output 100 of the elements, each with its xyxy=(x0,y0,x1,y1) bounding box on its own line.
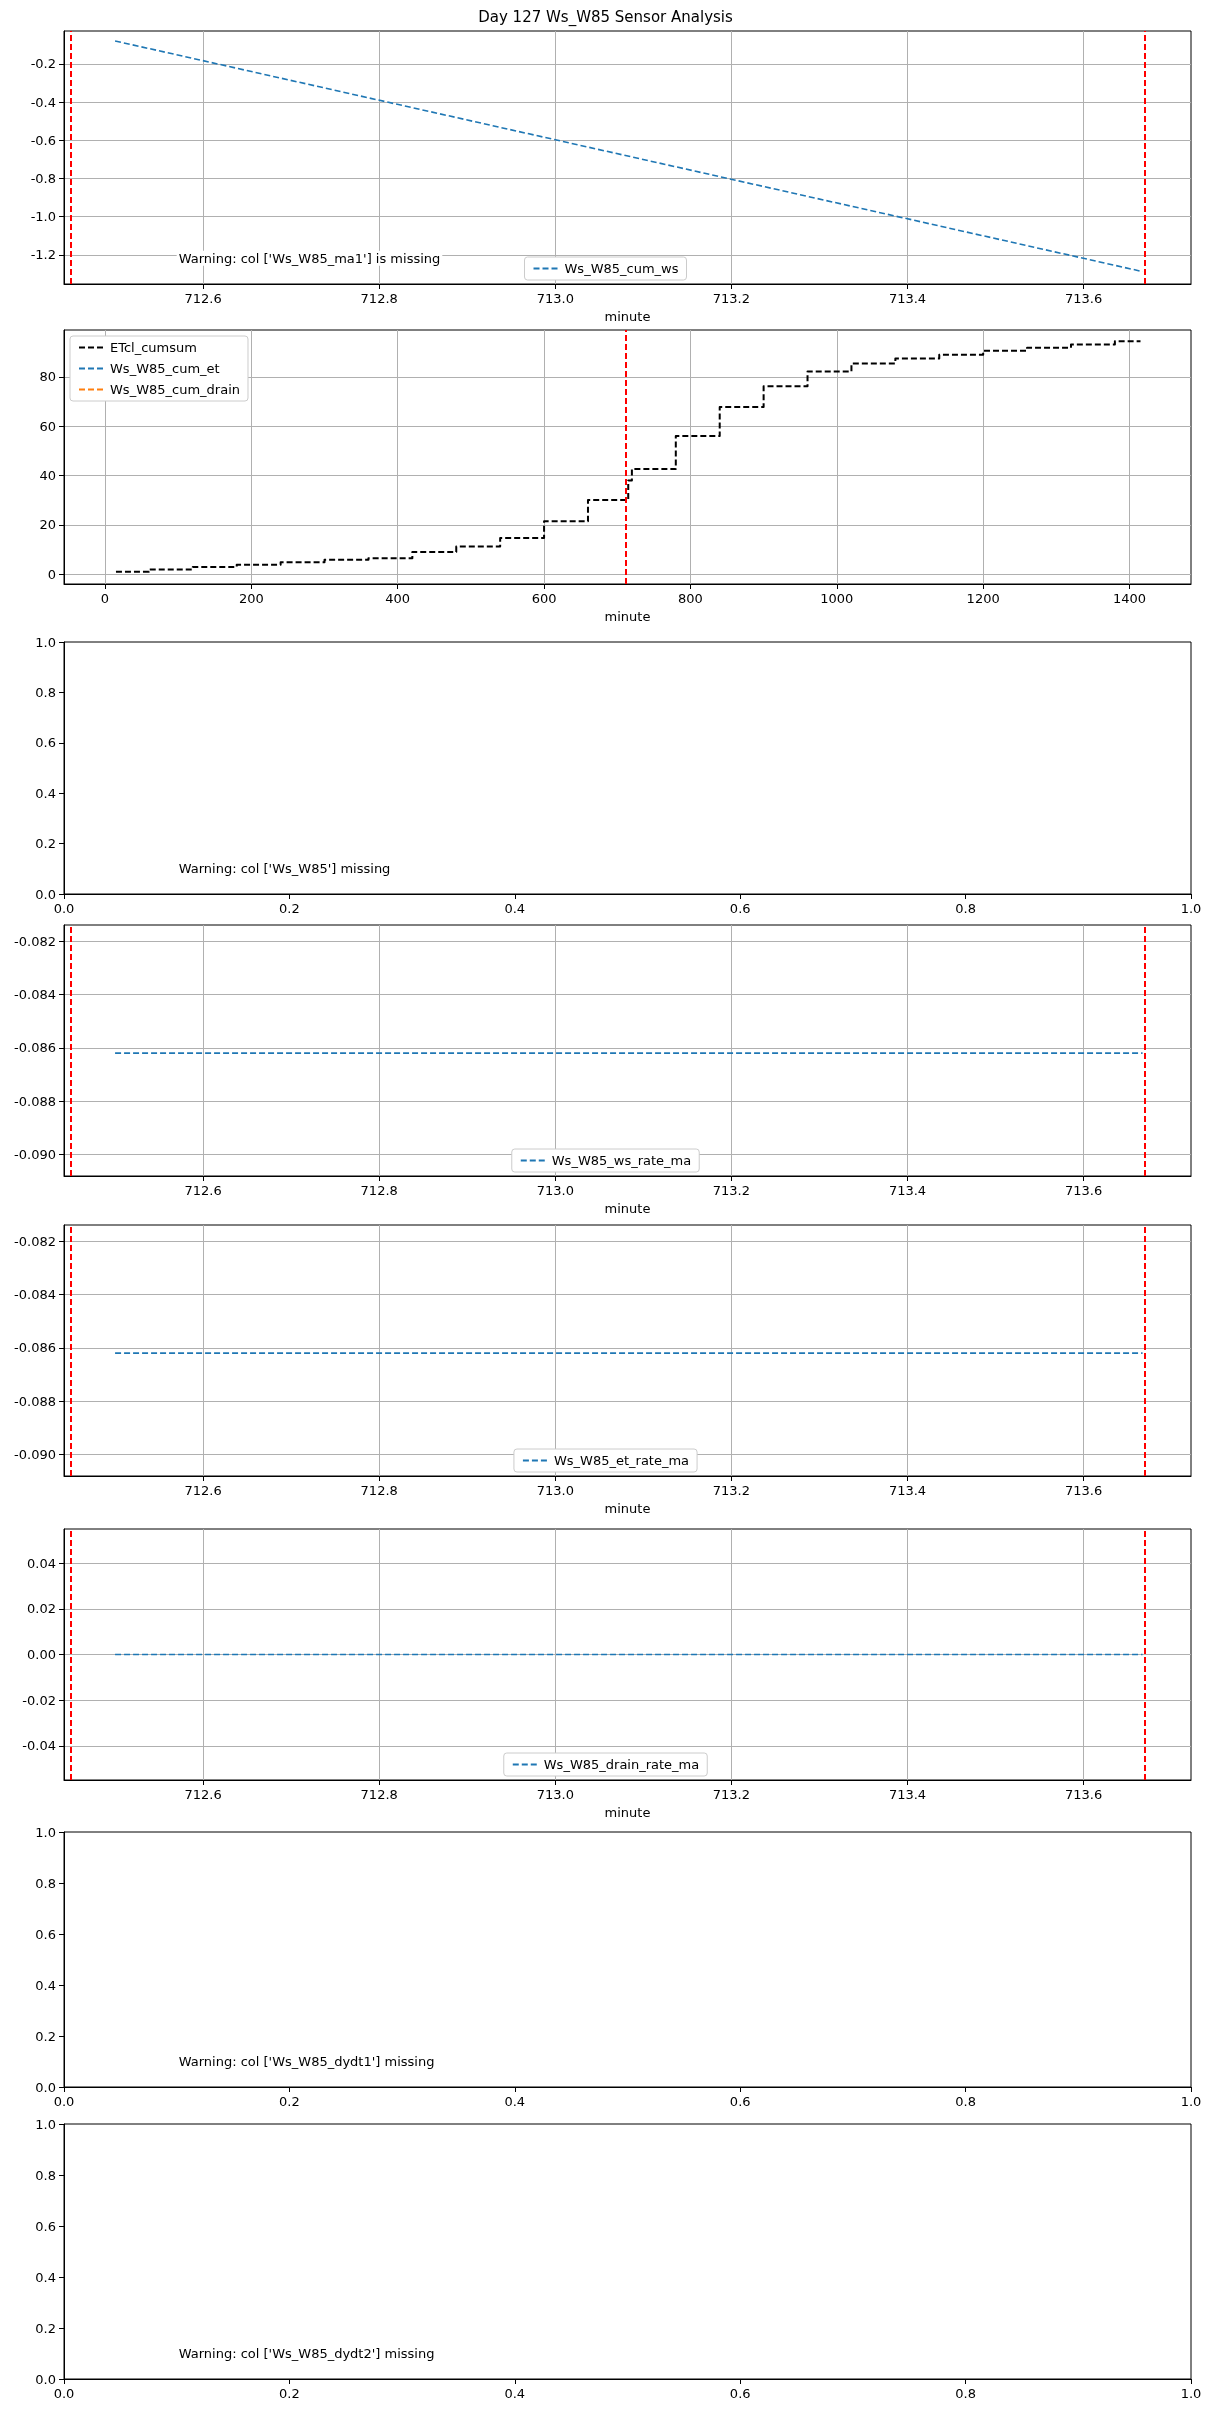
x-tick-label: 713.0 xyxy=(536,1787,574,1802)
annotation: Warning: col ['Ws_W85_ma1'] is missing xyxy=(178,250,441,266)
x-tick-label: 713.2 xyxy=(712,1483,750,1498)
annotation: Warning: col ['Ws_W85_dydt1'] missing xyxy=(178,2053,435,2069)
y-tick-label: 0.6 xyxy=(35,2218,56,2234)
y-tick-label: -0.088 xyxy=(14,1393,56,1409)
x-tick-label: 713.4 xyxy=(888,291,927,306)
y-tick-label: -1.0 xyxy=(30,209,56,225)
x-tick-label: 600 xyxy=(531,591,557,606)
x-tick-label: 0.8 xyxy=(955,901,976,916)
legend-label: ETcl_cumsum xyxy=(110,340,197,355)
x-tick-label: 0.4 xyxy=(504,901,526,916)
x-tick-label: 1400 xyxy=(1112,591,1147,606)
legend-label: Ws_W85_et_rate_ma xyxy=(553,1453,690,1468)
x-tick-label: 713.2 xyxy=(712,1787,750,1802)
x-axis-title: minute xyxy=(604,609,651,624)
x-tick-label: 712.6 xyxy=(184,1183,222,1198)
x-tick-label: 0.4 xyxy=(504,2386,526,2401)
x-tick-label: 712.8 xyxy=(360,1183,398,1198)
x-tick-label: 400 xyxy=(385,591,411,606)
x-axis-title: minute xyxy=(604,1201,651,1216)
x-tick-label: 1.0 xyxy=(1180,2094,1202,2109)
x-tick-label: 0.0 xyxy=(53,2094,75,2109)
chart-title: Day 127 Ws_W85 Sensor Analysis xyxy=(478,7,733,27)
x-tick-label: 712.6 xyxy=(184,1787,222,1802)
x-tick-label: 0.0 xyxy=(53,901,75,916)
x-tick-label: 0.4 xyxy=(504,2094,526,2109)
x-tick-label: 713.0 xyxy=(536,1183,574,1198)
x-tick-label: 0.6 xyxy=(729,2094,751,2109)
x-tick-label: 0.2 xyxy=(279,2094,300,2109)
y-tick-label: 0.00 xyxy=(27,1647,56,1662)
x-tick-label: 713.4 xyxy=(888,1183,927,1198)
x-tick-label: 0.8 xyxy=(955,2386,976,2401)
y-tick-label: -0.8 xyxy=(30,171,56,187)
x-tick-label: 713.4 xyxy=(888,1483,927,1498)
y-tick-label: -0.088 xyxy=(14,1093,56,1109)
y-tick-label: 0 xyxy=(47,566,56,582)
y-tick-label: 0.4 xyxy=(35,785,56,801)
x-tick-label: 713.0 xyxy=(536,291,574,306)
x-tick-label: 0.2 xyxy=(279,2386,300,2401)
y-tick-label: -0.02 xyxy=(22,1692,56,1708)
y-tick-label: 0.02 xyxy=(27,1601,56,1617)
x-tick-label: 0.8 xyxy=(955,2094,976,2109)
x-tick-label: 713.6 xyxy=(1064,1183,1103,1198)
x-tick-label: 0.2 xyxy=(279,901,300,916)
x-tick-label: 1200 xyxy=(966,591,1000,606)
y-tick-label: -0.086 xyxy=(14,1340,56,1356)
x-tick-label: 713.0 xyxy=(536,1483,574,1498)
y-tick-label: -0.086 xyxy=(14,1040,56,1056)
y-tick-label: 0.6 xyxy=(35,735,56,751)
y-tick-label: -1.2 xyxy=(30,247,56,263)
legend-label: Ws_W85_cum_drain xyxy=(110,382,240,397)
y-tick-label: 0.0 xyxy=(35,886,56,902)
x-tick-label: 0.0 xyxy=(53,2386,75,2401)
x-axis-title: minute xyxy=(604,309,651,324)
y-tick-label: 0.4 xyxy=(35,1977,56,1993)
y-tick-label: -0.04 xyxy=(22,1738,56,1754)
x-tick-label: 1000 xyxy=(820,591,854,606)
x-tick-label: 712.6 xyxy=(184,1483,222,1498)
x-tick-label: 0.6 xyxy=(729,901,751,916)
y-tick-label: 0.0 xyxy=(35,2079,56,2095)
y-tick-label: -0.4 xyxy=(30,94,56,110)
x-tick-label: 713.4 xyxy=(888,1787,927,1802)
y-tick-label: -0.084 xyxy=(14,986,56,1002)
annotation: Warning: col ['Ws_W85'] missing xyxy=(178,860,391,876)
y-tick-label: 0.6 xyxy=(35,1926,56,1942)
annotation: Warning: col ['Ws_W85_dydt2'] missing xyxy=(178,2345,435,2361)
x-tick-label: 712.6 xyxy=(184,291,222,306)
x-tick-label: 713.6 xyxy=(1064,1787,1103,1802)
y-tick-label: -0.090 xyxy=(14,1447,56,1463)
legend-label: Ws_W85_drain_rate_ma xyxy=(543,1757,700,1772)
y-tick-label: 1.0 xyxy=(35,634,56,650)
legend-label: Ws_W85_cum_ws xyxy=(564,261,679,276)
y-tick-label: 0.0 xyxy=(35,2371,56,2387)
x-tick-label: 0 xyxy=(100,591,110,606)
x-tick-label: 713.2 xyxy=(712,1183,750,1198)
y-tick-label: 1.0 xyxy=(35,2116,56,2132)
y-tick-label: 1.0 xyxy=(35,1824,56,1840)
x-tick-label: 0.6 xyxy=(729,2386,751,2401)
y-tick-label: 0.4 xyxy=(35,2269,56,2285)
y-tick-label: -0.084 xyxy=(14,1286,56,1302)
y-tick-label: 0.04 xyxy=(27,1555,56,1571)
y-tick-label: 20 xyxy=(39,517,56,533)
legend-label: Ws_W85_ws_rate_ma xyxy=(551,1153,692,1168)
y-tick-label: -0.2 xyxy=(30,56,56,72)
y-tick-label: 60 xyxy=(39,418,56,434)
x-axis-title: minute xyxy=(604,1805,651,1820)
x-tick-label: 713.2 xyxy=(712,291,750,306)
x-tick-label: 712.8 xyxy=(360,291,398,306)
y-tick-label: 40 xyxy=(39,468,56,483)
y-tick-label: 80 xyxy=(39,369,56,385)
x-tick-label: 712.8 xyxy=(360,1787,398,1802)
x-tick-label: 1.0 xyxy=(1180,901,1202,916)
y-tick-label: 0.2 xyxy=(35,2028,56,2044)
y-tick-label: 0.2 xyxy=(35,2320,56,2336)
x-tick-label: 713.6 xyxy=(1064,1483,1103,1498)
x-tick-label: 713.6 xyxy=(1064,291,1103,306)
y-tick-label: 0.8 xyxy=(35,684,56,700)
x-tick-label: 200 xyxy=(238,591,264,606)
x-tick-label: 1.0 xyxy=(1180,2386,1202,2401)
